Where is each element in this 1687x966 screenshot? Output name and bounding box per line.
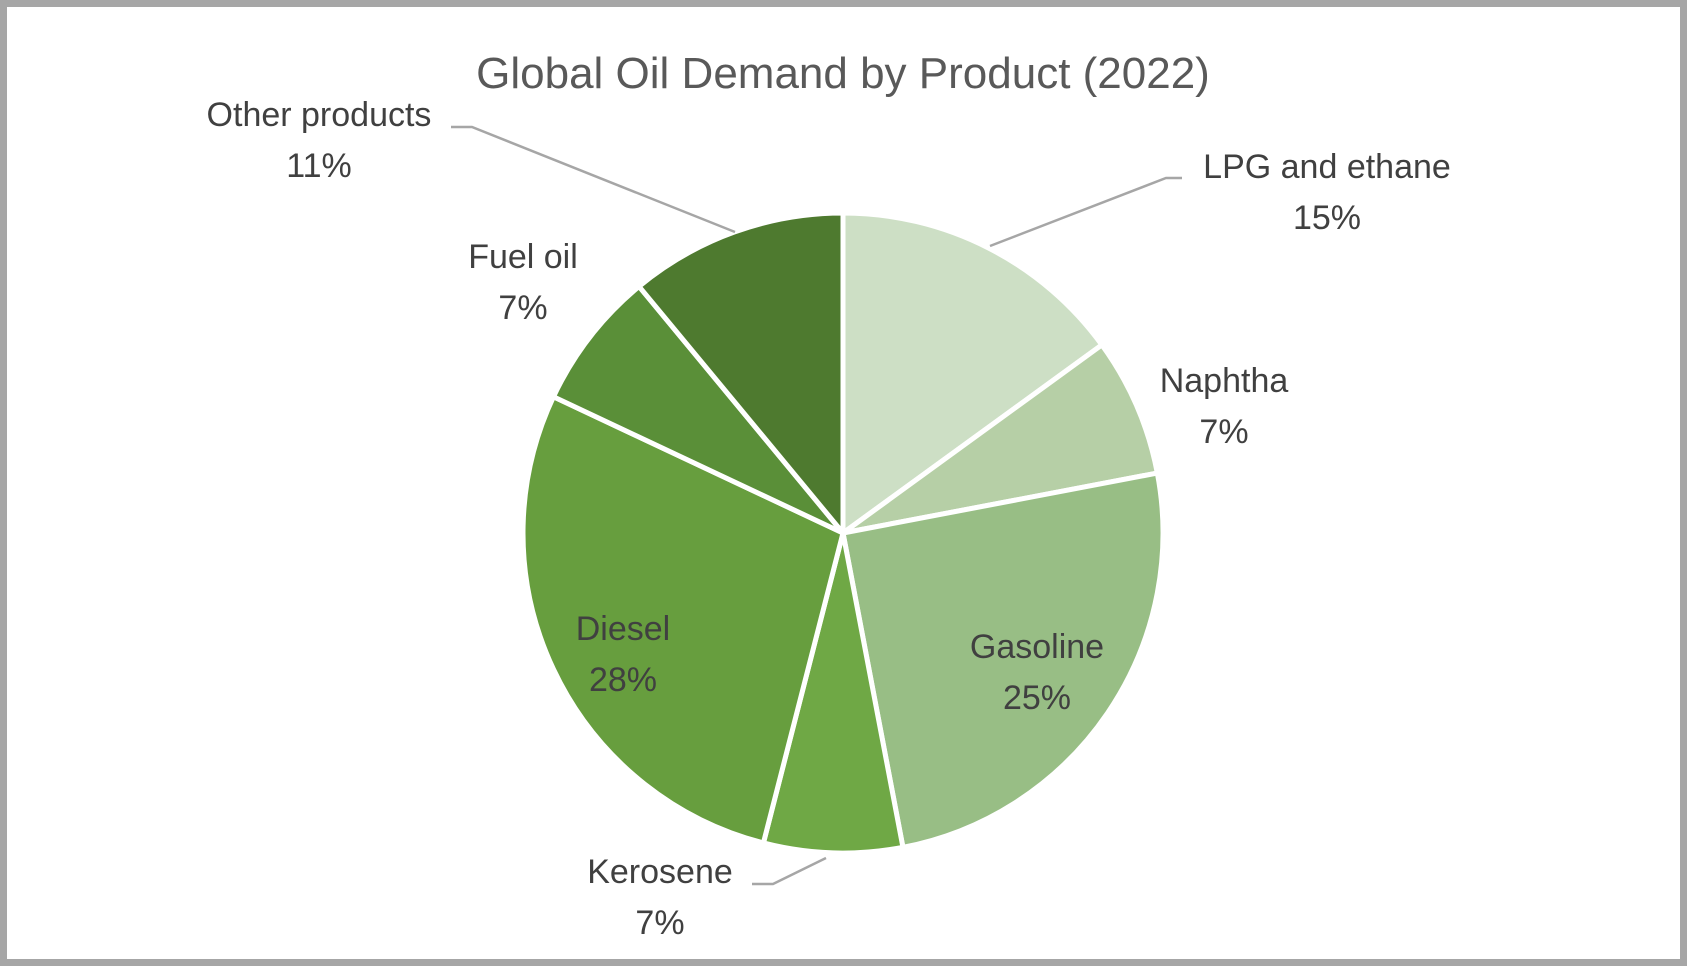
pie-slice-diesel: [520, 394, 846, 846]
slice-name-label-kerosene: Kerosene: [587, 853, 733, 891]
slice-name-label-diesel: Diesel: [576, 610, 670, 648]
leader-line-other-products: [451, 125, 736, 234]
slice-value-label-other-products: 11%: [286, 147, 352, 185]
slice-name-label-naphtha: Naphtha: [1160, 362, 1289, 400]
pie-slice-lpg-and-ethane: [840, 210, 1105, 536]
pie-slices: [520, 210, 1166, 856]
leader-lines: [451, 125, 1182, 886]
pie-slice-fuel-oil: [550, 283, 846, 536]
slice-value-label-diesel: 28%: [589, 661, 657, 699]
slice-name-label-lpg-and-ethane: LPG and ethane: [1203, 148, 1451, 186]
slice-value-label-gasoline: 25%: [1003, 679, 1071, 717]
pie-slice-kerosene: [760, 530, 906, 856]
slice-name-label-gasoline: Gasoline: [970, 628, 1104, 666]
chart-title: Global Oil Demand by Product (2022): [476, 49, 1210, 98]
leader-line-kerosene: [752, 856, 827, 886]
slice-value-label-naphtha: 7%: [1199, 413, 1248, 451]
leader-line-lpg-and-ethane: [989, 176, 1182, 248]
data-labels: LPG and ethane 15% Naphtha 7% Gasoline 25% Ker…: [207, 96, 1451, 942]
pie-slice-gasoline: [840, 470, 1166, 850]
slice-value-label-lpg-and-ethane: 15%: [1293, 199, 1361, 237]
slice-value-label-kerosene: 7%: [635, 904, 684, 942]
slice-name-label-other-products: Other products: [207, 96, 432, 134]
slice-name-label-fuel-oil: Fuel oil: [468, 238, 578, 276]
slice-value-label-fuel-oil: 7%: [498, 289, 547, 327]
